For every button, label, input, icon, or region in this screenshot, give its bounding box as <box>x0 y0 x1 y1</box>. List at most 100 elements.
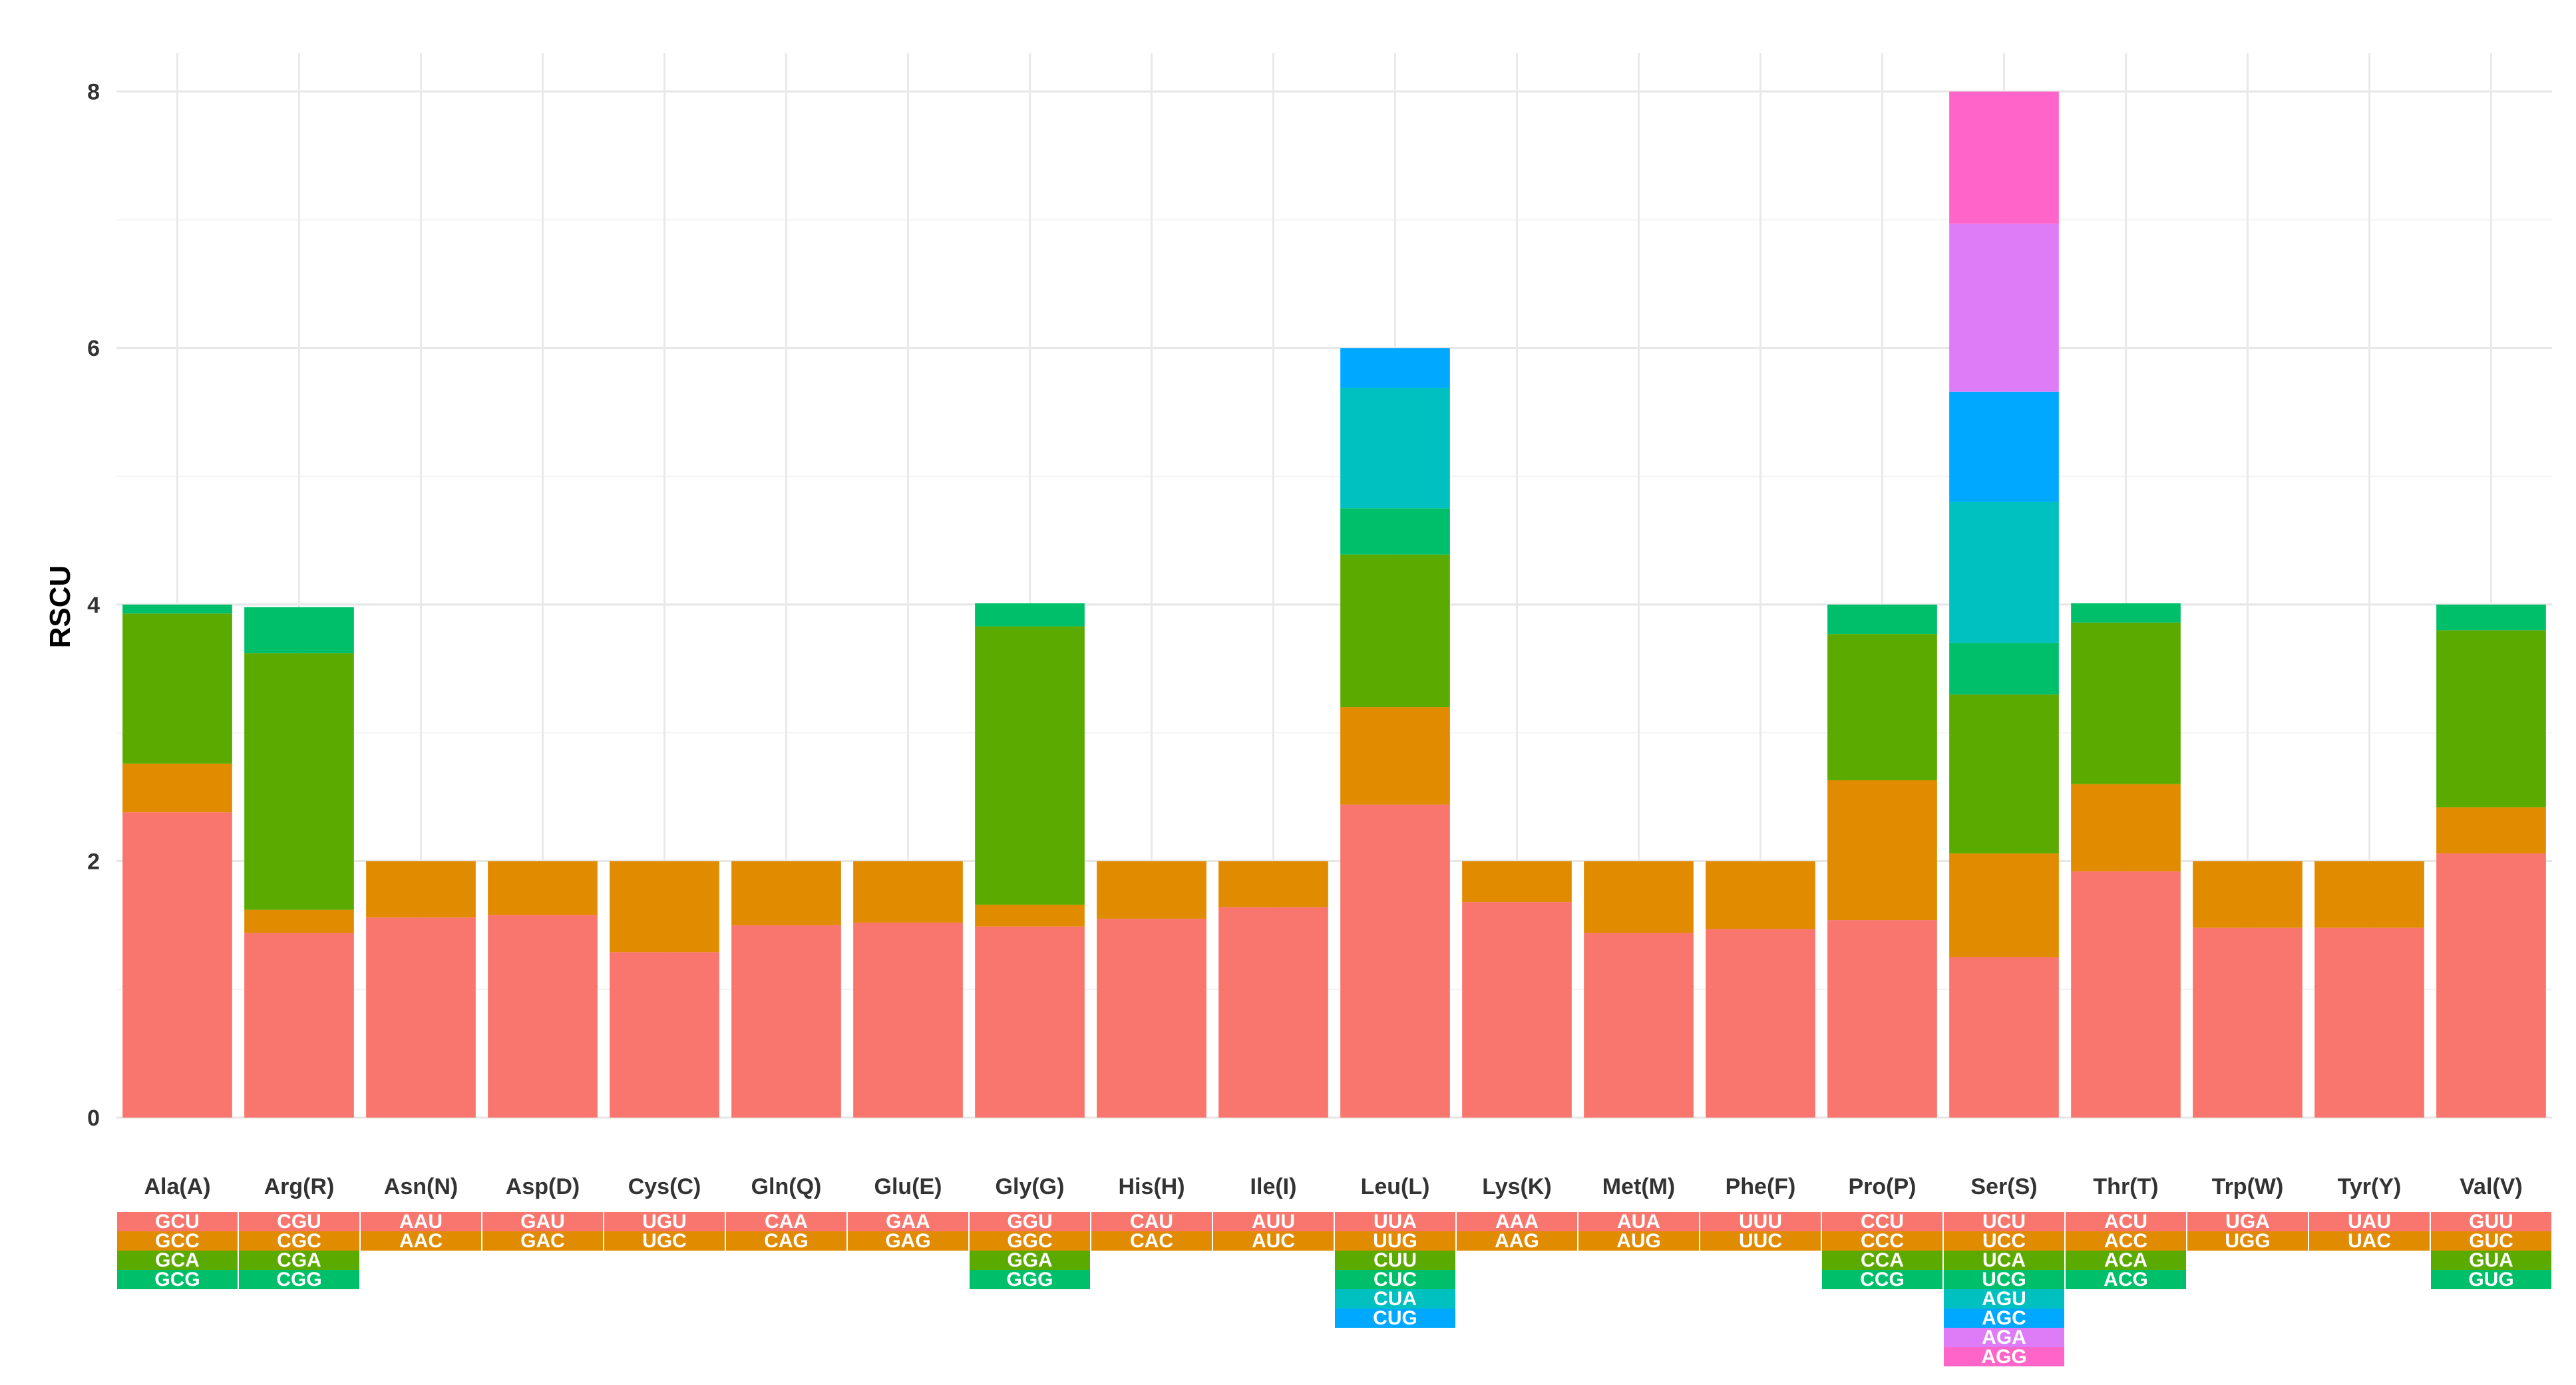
codon-label: GAC <box>520 1230 565 1252</box>
bar-segment-agc <box>1949 391 2059 502</box>
codon-label: CAA <box>765 1211 808 1233</box>
codon-label: CGU <box>277 1211 321 1233</box>
bar-segment-uau <box>2314 927 2424 1118</box>
codon-cell <box>2066 1270 2186 1289</box>
bar-segment-ucg <box>1949 643 2059 694</box>
codon-label: AAA <box>1495 1211 1539 1233</box>
codon-cell <box>482 1231 603 1251</box>
bar-segment-ugu <box>610 952 719 1118</box>
bar-segment-aaa <box>1462 902 1572 1118</box>
y-tick-label: 0 <box>87 1106 100 1131</box>
x-axis: Ala(A) Arg(R) Asn(N) Asp(D) Cys(C) Gln(Q) Glu(… <box>144 1174 2522 1199</box>
codon-cell <box>1700 1231 1821 1251</box>
x-tick-label: Asp(D) <box>506 1174 580 1199</box>
codon-cell <box>1822 1231 1942 1251</box>
codon-label: UCG <box>1982 1269 2026 1291</box>
x-tick-label: Phe(F) <box>1726 1174 1796 1199</box>
x-tick-label: Leu(L) <box>1361 1174 1430 1199</box>
bar-segment-uug <box>1340 707 1450 805</box>
x-tick-label: Cys(C) <box>628 1174 701 1199</box>
codon-label: GCA <box>155 1249 200 1271</box>
codon-cell <box>848 1212 968 1231</box>
codon-label: UCA <box>1982 1249 2026 1271</box>
bar-segment-ggu <box>975 926 1085 1118</box>
codon-label: GGA <box>1007 1249 1052 1271</box>
codon-label: UCU <box>1982 1211 2026 1233</box>
codon-label: CUC <box>1374 1269 1417 1291</box>
codon-cell <box>2431 1212 2551 1231</box>
codon-label: UUC <box>1739 1230 1782 1252</box>
bar-segment-uua <box>1340 804 1450 1118</box>
codon-cell <box>2309 1231 2430 1251</box>
bar-segment-gca <box>122 613 232 764</box>
codon-cell <box>2066 1212 2186 1231</box>
codon-cell <box>2066 1251 2186 1270</box>
codon-label: UUU <box>1739 1211 1782 1233</box>
y-tick-label: 2 <box>87 849 100 874</box>
codon-label: GGC <box>1007 1230 1052 1252</box>
bar-segment-cac <box>1097 861 1206 919</box>
y-axis: 0 2 4 6 8 <box>87 80 100 1131</box>
bars <box>122 91 2546 1118</box>
x-tick-label: Pro(P) <box>1849 1174 1917 1199</box>
codon-cell <box>117 1270 238 1289</box>
bar-segment-aau <box>366 917 476 1118</box>
codon-cell <box>2431 1251 2551 1270</box>
bar-segment-cga <box>244 653 354 910</box>
codon-label: CGG <box>276 1269 321 1291</box>
codon-cell <box>117 1251 238 1270</box>
codon-cell <box>2187 1212 2308 1231</box>
codon-label: ACU <box>2104 1211 2147 1233</box>
codon-label: AUG <box>1616 1230 1661 1252</box>
codon-label: AAU <box>399 1211 443 1233</box>
codon-label: GAA <box>886 1211 930 1233</box>
bar-segment-caa <box>731 925 841 1118</box>
codon-cell <box>1335 1212 1455 1231</box>
codon-cell <box>1578 1212 1699 1231</box>
codon-cell <box>1944 1328 2064 1347</box>
bar-segment-ccu <box>1827 920 1937 1118</box>
codon-cell <box>2187 1231 2308 1251</box>
codon-cell <box>2066 1231 2186 1251</box>
codon-label: CCA <box>1861 1249 1904 1271</box>
bar-segment-uuu <box>1706 929 1815 1118</box>
codon-cell <box>970 1270 1090 1289</box>
codon-cell <box>970 1212 1090 1231</box>
bar-segment-cgu <box>244 933 354 1118</box>
y-tick-label: 6 <box>87 336 100 361</box>
codon-label: ACG <box>2104 1269 2148 1291</box>
bar-segment-gcg <box>122 604 232 614</box>
codon-cell <box>361 1231 481 1251</box>
bar-segment-ggg <box>975 603 1085 627</box>
bar-segment-agu <box>1949 502 2059 643</box>
bar-segment-auu <box>1218 907 1328 1118</box>
bar-segment-gau <box>488 915 598 1118</box>
codon-label: UGG <box>2225 1230 2270 1252</box>
bar-segment-cuu <box>1340 554 1450 708</box>
bar-segment-aac <box>366 861 476 918</box>
x-tick-label: Thr(T) <box>2093 1174 2158 1199</box>
codon-cell <box>1457 1212 1577 1231</box>
codon-label: AUA <box>1617 1211 1660 1233</box>
bar-segment-ugc <box>610 861 719 953</box>
bar-segment-cca <box>1827 634 1937 780</box>
x-tick-label: Glu(E) <box>874 1174 942 1199</box>
bar-segment-ccg <box>1827 604 1937 635</box>
codon-cell <box>361 1212 481 1231</box>
codon-cell <box>2431 1270 2551 1289</box>
x-tick-label: Lys(K) <box>1482 1174 1552 1199</box>
x-tick-label: Ser(S) <box>1970 1174 2037 1199</box>
codon-cell <box>1578 1231 1699 1251</box>
bar-segment-aua <box>1584 933 1694 1118</box>
codon-cell <box>1944 1270 2064 1289</box>
x-tick-label: Val(V) <box>2460 1174 2522 1199</box>
bar-segment-gac <box>488 861 598 915</box>
codon-label: CUU <box>1374 1249 1417 1271</box>
codon-cell <box>117 1212 238 1231</box>
codon-cell <box>1335 1251 1455 1270</box>
codon-cell <box>1335 1270 1455 1289</box>
codon-label: AGC <box>1982 1307 2026 1329</box>
bar-segment-gug <box>2436 604 2546 631</box>
bar-segment-ugg <box>2193 861 2302 928</box>
codon-label: CUA <box>1374 1288 1417 1310</box>
